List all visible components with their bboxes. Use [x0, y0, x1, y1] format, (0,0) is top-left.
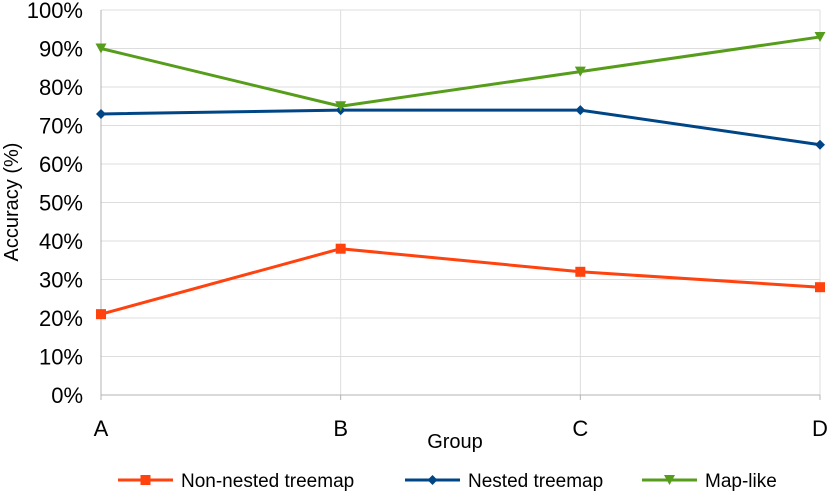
x-tick-label: A — [94, 416, 109, 441]
data-point-nested-treemap — [575, 105, 586, 116]
data-point-map-like — [335, 101, 347, 112]
y-tick-label: 0% — [51, 383, 83, 408]
data-point-non-nested-treemap — [96, 309, 106, 320]
y-axis-tick-labels: 0% 10% 20% 30% 40% 50% 60% 70% 80% 90% 100% — [27, 0, 83, 408]
data-point-nested-treemap — [96, 108, 106, 119]
legend-swatch-marker — [664, 475, 675, 485]
legend-label: Map-like — [705, 471, 777, 492]
y-tick-label: 60% — [39, 152, 83, 177]
data-point-map-like — [95, 43, 107, 54]
y-tick-label: 10% — [39, 345, 83, 370]
y-tick-label: 90% — [39, 37, 83, 62]
series-map-like — [95, 31, 826, 112]
y-tick-label: 20% — [39, 306, 83, 331]
series-line-non-nested-treemap — [100, 247, 821, 316]
legend-label: Nested treemap — [468, 471, 603, 492]
y-axis-title: Accuracy (%) — [1, 143, 23, 262]
data-point-map-like — [814, 31, 826, 42]
legend-swatch-marker — [140, 475, 151, 485]
legend-item-nested-treemap: Nested treemap — [405, 471, 603, 492]
x-tick-label: C — [572, 416, 588, 441]
series-line-map-like — [100, 35, 821, 108]
legend-label: Non-nested treemap — [181, 471, 354, 492]
x-axis-title: Group — [427, 431, 483, 453]
y-tick-label: 30% — [39, 268, 83, 293]
series-line-nested-treemap — [100, 108, 821, 147]
y-tick-label: 100% — [27, 0, 83, 23]
series-layer — [95, 31, 826, 320]
y-tick-label: 50% — [39, 191, 83, 216]
data-point-nested-treemap — [815, 139, 825, 150]
legend-item-map-like: Map-like — [642, 471, 777, 492]
y-tick-label: 40% — [39, 229, 83, 254]
series-nested-treemap — [96, 105, 825, 150]
x-tick-label: D — [812, 416, 828, 441]
data-point-non-nested-treemap — [575, 266, 586, 277]
legend: Non-nested treemap Nested treemap Map-like — [118, 471, 777, 492]
data-point-non-nested-treemap — [815, 282, 825, 293]
data-point-map-like — [574, 66, 586, 77]
y-tick-label: 70% — [39, 114, 83, 139]
legend-swatch-marker — [427, 475, 438, 485]
data-point-non-nested-treemap — [335, 243, 346, 254]
grid-lines — [100, 9, 821, 400]
x-tick-label: B — [333, 416, 348, 441]
x-axis-tick-labels: A B C D — [94, 416, 828, 441]
y-tick-label: 80% — [39, 75, 83, 100]
series-non-nested-treemap — [96, 243, 825, 320]
legend-item-non-nested-treemap: Non-nested treemap — [118, 471, 354, 492]
